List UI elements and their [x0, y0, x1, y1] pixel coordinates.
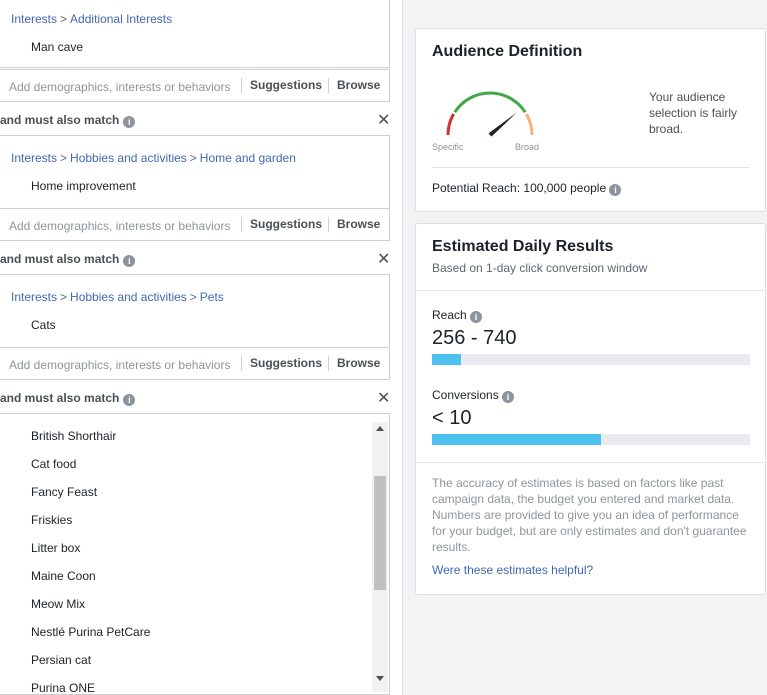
estimated-results-subtitle: Based on 1-day click conversion window: [432, 261, 648, 275]
audience-description: Your audience selection is fairly broad.: [649, 90, 738, 136]
breadcrumb-link-interests[interactable]: Interests: [11, 12, 58, 26]
close-icon[interactable]: ✕: [377, 390, 391, 407]
conversions-bar-fill: [432, 434, 601, 445]
divider: [416, 462, 765, 463]
add-targeting-row: Add demographics, interests or behaviors…: [0, 347, 390, 380]
audience-definition-title: Audience Definition: [432, 43, 583, 60]
selected-interest[interactable]: Home improvement: [31, 179, 136, 193]
must-also-match-label: and must also match i: [0, 113, 136, 128]
reach-bar: [432, 354, 750, 365]
potential-reach: Potential Reach: 100,000 people i: [432, 181, 622, 196]
breadcrumb-separator: >: [189, 290, 197, 304]
gauge-broad-label: Broad: [515, 142, 540, 152]
add-targeting-row: Add demographics, interests or behaviors…: [0, 69, 390, 102]
info-icon[interactable]: i: [123, 394, 136, 406]
breadcrumb-link-pets[interactable]: Pets: [199, 290, 224, 304]
gauge-normal-segment: [453, 91, 527, 113]
conversions-value: < 10: [432, 407, 472, 429]
gauge-specific-segment: [446, 113, 455, 136]
reach-bar-fill: [432, 354, 461, 365]
must-also-match-row: and must also match i ✕: [0, 110, 390, 130]
gauge-broad-segment: [525, 113, 534, 136]
gauge-needle: [488, 112, 517, 137]
list-item[interactable]: Maine Coon: [31, 569, 96, 583]
breadcrumb-link-hobbies[interactable]: Hobbies and activities: [70, 290, 187, 304]
audience-gauge-icon: [446, 91, 534, 137]
breadcrumb-link-home-garden[interactable]: Home and garden: [199, 151, 296, 165]
add-targeting-row: Add demographics, interests or behaviors…: [0, 208, 390, 241]
must-also-match-label: and must also match i: [0, 252, 136, 267]
list-item[interactable]: Cat food: [31, 457, 77, 471]
browse-button[interactable]: Browse: [328, 217, 380, 232]
estimates-panel: Audience Definition Specific Broad Your …: [403, 0, 767, 695]
interest-group-3: Interests > Hobbies and activities > Pets Ca…: [0, 274, 390, 348]
breadcrumb-link-interests[interactable]: Interests: [11, 290, 58, 304]
estimates-helpful-link[interactable]: Were these estimates helpful?: [432, 563, 594, 577]
list-item[interactable]: Purina ONE: [31, 681, 96, 695]
reach-value: 256 - 740: [432, 327, 517, 349]
estimated-results-title: Estimated Daily Results: [432, 238, 614, 255]
breadcrumb: Interests > Additional Interests: [11, 12, 172, 26]
reach-label: Reach i: [432, 308, 483, 323]
breadcrumb-link-additional-interests[interactable]: Additional Interests: [70, 12, 173, 26]
breadcrumb-separator: >: [189, 151, 197, 165]
list-item[interactable]: Fancy Feast: [31, 485, 98, 499]
scrollbar-thumb[interactable]: [374, 476, 386, 590]
info-icon[interactable]: i: [123, 116, 136, 128]
info-icon[interactable]: i: [502, 391, 515, 403]
list-item[interactable]: Nestlé Purina PetCare: [31, 625, 151, 639]
divider: [416, 290, 765, 291]
close-icon[interactable]: ✕: [377, 112, 391, 129]
breadcrumb-separator: >: [60, 12, 68, 26]
breadcrumb-separator: >: [60, 151, 68, 165]
add-targeting-input[interactable]: Add demographics, interests or behaviors: [9, 80, 231, 94]
info-icon[interactable]: i: [123, 255, 136, 267]
breadcrumb-link-interests[interactable]: Interests: [11, 151, 58, 165]
breadcrumb: Interests > Hobbies and activities > Pets: [11, 290, 224, 304]
breadcrumb-separator: >: [60, 290, 68, 304]
list-item[interactable]: Friskies: [31, 513, 73, 527]
targeting-panel: Interests > Additional Interests Man cave …: [0, 0, 391, 695]
audience-definition-card: Audience Definition Specific Broad Your …: [415, 28, 766, 212]
conversions-label: Conversions i: [432, 388, 515, 403]
breadcrumb-link-hobbies[interactable]: Hobbies and activities: [70, 151, 187, 165]
add-targeting-input[interactable]: Add demographics, interests or behaviors: [9, 219, 231, 233]
must-also-match-row: and must also match i ✕: [0, 388, 390, 408]
panel-divider: [402, 0, 403, 695]
breadcrumb: Interests > Hobbies and activities > Home an…: [11, 151, 296, 165]
close-icon[interactable]: ✕: [377, 251, 391, 268]
list-item[interactable]: British Shorthair: [31, 429, 117, 443]
selected-interest[interactable]: Cats: [31, 318, 56, 332]
must-also-match-label: and must also match i: [0, 391, 136, 406]
divider: [432, 167, 750, 168]
scroll-up-arrow-icon[interactable]: [376, 426, 384, 431]
info-icon[interactable]: i: [609, 184, 622, 196]
conversions-bar: [432, 434, 750, 445]
browse-button[interactable]: Browse: [328, 356, 380, 371]
list-item[interactable]: Litter box: [31, 541, 81, 555]
browse-button[interactable]: Browse: [328, 78, 380, 93]
selected-interest[interactable]: Man cave: [31, 40, 84, 54]
list-item[interactable]: Meow Mix: [31, 597, 86, 611]
list-item[interactable]: Persian cat: [31, 653, 92, 667]
suggestions-button[interactable]: Suggestions: [241, 78, 322, 93]
add-targeting-input[interactable]: Add demographics, interests or behaviors: [9, 358, 231, 372]
estimates-disclaimer: The accuracy of estimates is based on fa…: [432, 476, 747, 554]
interest-group-1: Interests > Additional Interests Man cave: [0, 0, 390, 68]
interest-group-2: Interests > Hobbies and activities > Home an…: [0, 135, 390, 209]
suggestions-button[interactable]: Suggestions: [241, 217, 322, 232]
suggestions-button[interactable]: Suggestions: [241, 356, 322, 371]
interest-suggestion-list[interactable]: British Shorthair Cat food Fancy Feast F…: [0, 413, 390, 695]
scroll-down-arrow-icon[interactable]: [376, 676, 384, 681]
gauge-specific-label: Specific: [432, 142, 464, 152]
estimated-daily-results-card: Estimated Daily Results Based on 1-day c…: [415, 223, 766, 595]
must-also-match-row: and must also match i ✕: [0, 249, 390, 269]
info-icon[interactable]: i: [470, 311, 483, 323]
